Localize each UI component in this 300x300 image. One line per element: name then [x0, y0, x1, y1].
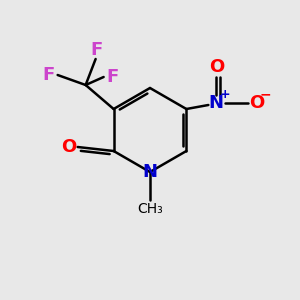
- Text: N: N: [142, 163, 158, 181]
- Text: N: N: [209, 94, 224, 112]
- Text: O: O: [249, 94, 264, 112]
- Text: O: O: [209, 58, 224, 76]
- Text: F: F: [91, 41, 103, 59]
- Text: F: F: [106, 68, 119, 86]
- Text: CH₃: CH₃: [137, 202, 163, 216]
- Text: O: O: [61, 138, 76, 156]
- Text: +: +: [220, 88, 231, 101]
- Text: −: −: [260, 87, 271, 101]
- Text: F: F: [43, 66, 55, 84]
